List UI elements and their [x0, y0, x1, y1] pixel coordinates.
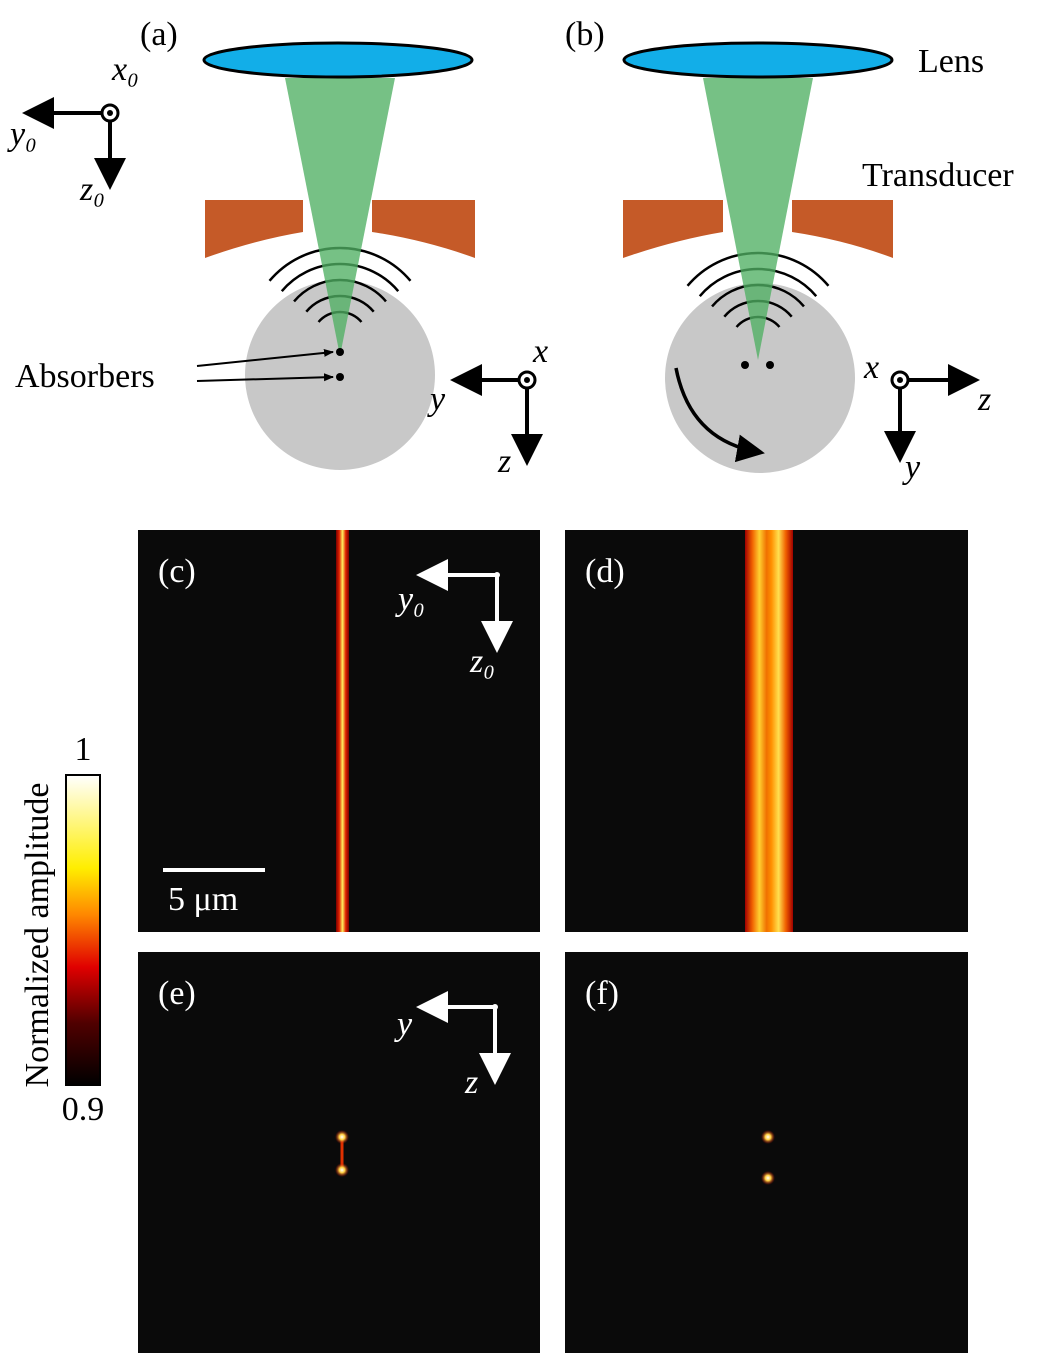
shape-circle	[494, 572, 500, 578]
axis-label: y	[902, 449, 921, 486]
colorbar-min: 0.9	[62, 1091, 105, 1128]
shape-rect	[745, 530, 793, 932]
figure: (a) Absorbers x₀ y₀ z₀ x y z (b) Lens Tr…	[0, 0, 1052, 1353]
shape-circle	[741, 361, 749, 369]
shape-path	[205, 200, 303, 258]
shape-path	[623, 200, 723, 258]
shape-rect	[336, 530, 349, 932]
panel-c: (c) 5 μm y₀ z₀	[138, 530, 540, 932]
axis-label: y₀	[7, 116, 37, 153]
panel-label: (e)	[158, 975, 196, 1012]
axis-label: x₀	[111, 51, 139, 88]
shape-ellipse	[624, 43, 892, 77]
shape-circle	[524, 377, 530, 383]
axis-label: y	[427, 381, 446, 418]
shape-path	[372, 200, 475, 258]
scale-bar-label: 5 μm	[168, 881, 238, 918]
colorbar: 1 0.9 Normalized amplitude	[19, 731, 104, 1128]
shape-ellipse	[204, 43, 472, 77]
panel-d: (d)	[565, 530, 968, 932]
absorbers-label: Absorbers	[15, 358, 155, 395]
panel-label: (a)	[140, 16, 178, 53]
axis-label: z	[464, 1064, 478, 1101]
shape-circle	[335, 1163, 349, 1177]
panel-label: (c)	[158, 553, 196, 590]
axis-label: z₀	[79, 171, 105, 208]
panel-f: (f)	[565, 952, 968, 1353]
transducer-label: Transducer	[862, 157, 1014, 194]
shape-rect	[138, 952, 540, 1353]
panel-b: (b) Lens Transducer x z y	[565, 16, 1014, 486]
shape-path	[792, 200, 893, 258]
axis-label: z	[977, 381, 991, 418]
shape-circle	[492, 1004, 498, 1010]
shape-circle	[766, 361, 774, 369]
colorbar-max: 1	[75, 731, 92, 768]
shape-circle	[107, 110, 113, 116]
shape-circle	[335, 1130, 349, 1144]
shape-circle	[336, 373, 344, 381]
axis-label: y	[394, 1006, 413, 1043]
shape-circle	[761, 1171, 775, 1185]
colorbar-title: Normalized amplitude	[19, 783, 56, 1088]
shape-circle	[761, 1130, 775, 1144]
panel-label: (d)	[585, 553, 625, 590]
axis-label: z₀	[469, 643, 495, 680]
lens-label: Lens	[918, 43, 984, 80]
panel-label: (f)	[585, 975, 619, 1012]
shape-rect	[565, 952, 968, 1353]
shape-circle	[336, 348, 344, 356]
axis-label: y₀	[395, 581, 425, 618]
panel-label: (b)	[565, 16, 605, 53]
panel-a: (a) Absorbers x₀ y₀ z₀ x y z	[7, 16, 548, 480]
axis-label: x	[532, 333, 548, 370]
shape-rect	[66, 775, 100, 1085]
panel-e: (e) y z	[138, 952, 540, 1353]
axis-label: z	[497, 443, 511, 480]
shape-circle	[897, 377, 903, 383]
axis-label: x	[863, 349, 879, 386]
